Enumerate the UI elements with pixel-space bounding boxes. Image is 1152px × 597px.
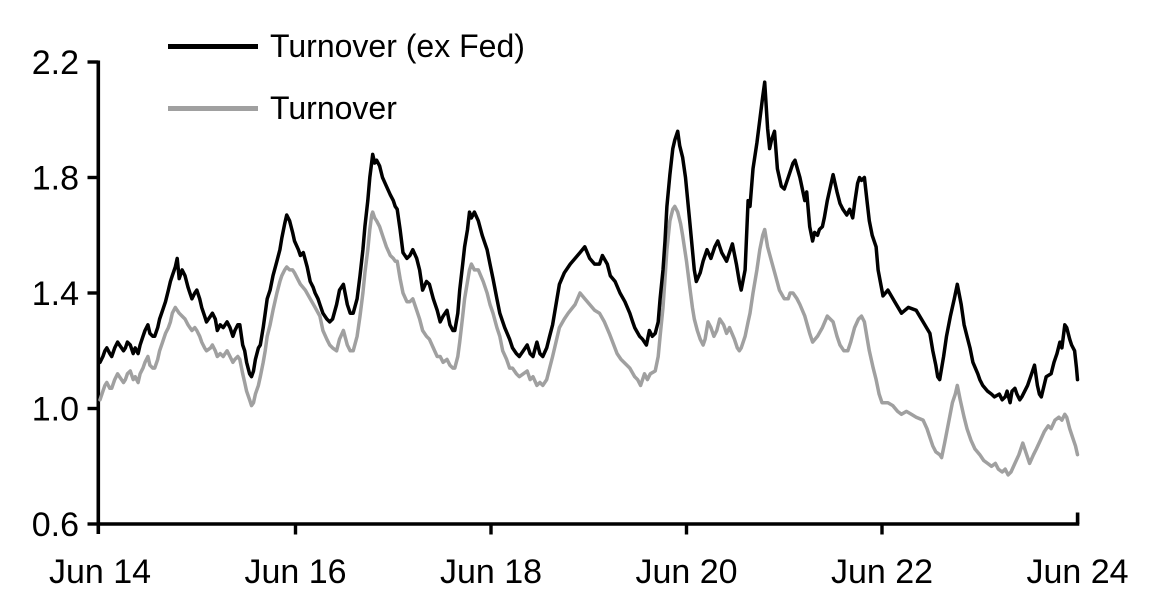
y-tick-label: 1.0 — [32, 391, 79, 429]
legend-item-turnover: Turnover — [168, 88, 525, 128]
chart-legend: Turnover (ex Fed) Turnover — [168, 26, 525, 128]
y-tick-label: 1.4 — [32, 275, 79, 313]
legend-item-turnover-ex-fed: Turnover (ex Fed) — [168, 26, 525, 66]
y-tick-label: 2.2 — [32, 44, 79, 82]
y-tick-label: 0.6 — [32, 506, 79, 544]
series-line-turnover-ex-fed — [98, 80, 1080, 405]
turnover-line-swatch — [168, 105, 258, 111]
series-line-turnover — [98, 204, 1080, 477]
y-tick-label: 1.8 — [32, 160, 79, 198]
turnover-ex-fed-line-swatch — [168, 43, 258, 49]
legend-label-turnover-ex-fed: Turnover (ex Fed) — [270, 28, 525, 64]
x-tick-label: Jun 22 — [831, 553, 933, 591]
x-tick-label: Jun 24 — [1026, 553, 1128, 591]
x-tick-label: Jun 18 — [440, 553, 542, 591]
legend-label-turnover: Turnover — [270, 90, 397, 126]
x-tick-label: Jun 16 — [244, 553, 346, 591]
x-tick-label: Jun 14 — [49, 553, 151, 591]
x-tick-label: Jun 20 — [635, 553, 737, 591]
